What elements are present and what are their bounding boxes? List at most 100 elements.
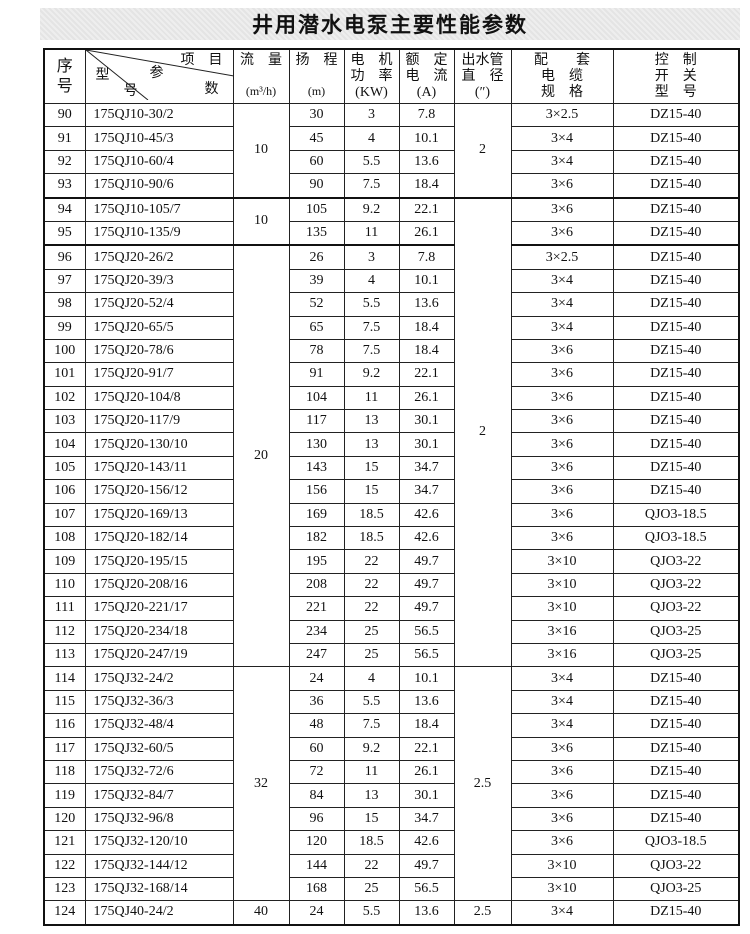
current-cell: 13.6: [398, 149, 455, 175]
cable-cell: 3×6: [510, 736, 614, 761]
switch-cell: QJO3-22: [612, 596, 740, 621]
power-cell: 7.5: [343, 173, 400, 199]
header-pipe: 出水管 直 径 (″): [453, 48, 512, 104]
cable-cell: 3×10: [510, 596, 614, 621]
head-cell: 105: [288, 196, 345, 222]
seq-cell: 96: [43, 244, 86, 270]
switch-cell: QJO3-25: [612, 642, 740, 668]
switch-cell: DZ15-40: [612, 666, 740, 691]
current-cell: 30.1: [398, 409, 455, 434]
table-row: 98 175QJ20-52/4 52 5.5 13.6 3×4 DZ15-40: [43, 292, 740, 317]
model-cell: 175QJ20-247/19: [84, 642, 234, 668]
power-cell: 7.5: [343, 338, 400, 364]
table-row: 90 175QJ10-30/2 10 30 3 7.8 2 3×2.5 DZ15-40: [43, 102, 740, 199]
table-row: 114 175QJ32-24/2 32 24 4 10.1 2.5 3×4 DZ15-40: [43, 666, 740, 902]
table-row: 124 175QJ40-24/2 40 24 5.5 13.6 2.5 3×4 DZ15-40: [43, 900, 740, 926]
current-cell: 49.7: [398, 549, 455, 574]
model-cell: 175QJ20-78/6: [84, 338, 234, 364]
head-cell: 90: [288, 173, 345, 199]
table-row: 94 175QJ10-105/7 10 105 9.2 22.1 2 3×6 DZ15-40: [43, 196, 740, 668]
head-cell: 156: [288, 479, 345, 504]
cable-cell: 3×10: [510, 549, 614, 574]
switch-cell: DZ15-40: [612, 806, 740, 832]
header-cable: 配 套 电 缆 规 格: [510, 48, 614, 104]
table-row: 100 175QJ20-78/6 78 7.5 18.4 3×6 DZ15-40: [43, 338, 740, 364]
cable-cell: 3×6: [510, 806, 614, 832]
switch-cell: DZ15-40: [612, 244, 740, 270]
switch-cell: DZ15-40: [612, 126, 740, 151]
table-row: 112 175QJ20-234/18 234 25 56.5 3×16 QJO3-25: [43, 619, 740, 644]
seq-cell: 105: [43, 455, 86, 481]
head-cell: 195: [288, 549, 345, 574]
cable-cell: 3×2.5: [510, 244, 614, 270]
table-row: 109 175QJ20-195/15 195 22 49.7 3×10 QJO3-22: [43, 549, 740, 574]
cable-cell: 3×6: [510, 220, 614, 246]
cable-cell: 3×16: [510, 642, 614, 668]
cable-cell: 3×6: [510, 196, 614, 222]
model-cell: 175QJ20-26/2: [84, 244, 234, 270]
header-head-label: 扬 程: [295, 53, 338, 68]
current-cell: 10.1: [398, 126, 455, 151]
table-row: 111 175QJ20-221/17 221 22 49.7 3×10 QJO3-22: [43, 596, 740, 621]
current-cell: 7.8: [398, 244, 455, 270]
table-row: 110 175QJ20-208/16 208 22 49.7 3×10 QJO3-22: [43, 572, 740, 598]
head-cell: 78: [288, 338, 345, 364]
table-row: 120 175QJ32-96/8 96 15 34.7 3×6 DZ15-40: [43, 806, 740, 832]
seq-cell: 99: [43, 315, 86, 340]
model-cell: 175QJ20-221/17: [84, 596, 234, 621]
model-cell: 175QJ32-48/4: [84, 713, 234, 738]
cable-cell: 3×6: [510, 338, 614, 364]
cable-cell: 3×10: [510, 876, 614, 902]
model-cell: 175QJ32-120/10: [84, 830, 234, 855]
current-cell: 13.6: [398, 900, 455, 926]
cable-cell: 3×4: [510, 149, 614, 175]
head-cell: 130: [288, 432, 345, 457]
table-row: 103 175QJ20-117/9 117 13 30.1 3×6 DZ15-40: [43, 409, 740, 434]
cable-cell: 3×6: [510, 783, 614, 808]
power-cell: 5.5: [343, 149, 400, 175]
head-cell: 60: [288, 736, 345, 761]
seq-cell: 106: [43, 479, 86, 504]
power-cell: 4: [343, 126, 400, 151]
switch-cell: DZ15-40: [612, 362, 740, 387]
seq-cell: 110: [43, 572, 86, 598]
current-cell: 26.1: [398, 220, 455, 246]
page-title: 井用潜水电泵主要性能参数: [252, 13, 528, 37]
switch-cell: DZ15-40: [612, 900, 740, 926]
head-cell: 45: [288, 126, 345, 151]
switch-cell: DZ15-40: [612, 713, 740, 738]
head-cell: 135: [288, 220, 345, 246]
current-cell: 18.4: [398, 315, 455, 340]
seq-cell: 94: [43, 196, 86, 222]
model-cell: 175QJ32-72/6: [84, 759, 234, 785]
current-cell: 34.7: [398, 806, 455, 832]
seq-cell: 92: [43, 149, 86, 175]
power-cell: 13: [343, 409, 400, 434]
current-cell: 49.7: [398, 572, 455, 598]
table-row: 106 175QJ20-156/12 156 15 34.7 3×6 DZ15-40: [43, 479, 740, 504]
switch-cell: QJO3-18.5: [612, 526, 740, 551]
power-cell: 11: [343, 385, 400, 411]
switch-cell: DZ15-40: [612, 455, 740, 481]
seq-cell: 116: [43, 713, 86, 738]
head-cell: 120: [288, 830, 345, 855]
diagonal-lines: [85, 50, 234, 100]
header-item-label: 项 目: [180, 53, 223, 68]
model-cell: 175QJ20-156/12: [84, 479, 234, 504]
table-row: 95 175QJ10-135/9 135 11 26.1 3×6 DZ15-40: [43, 220, 740, 246]
cable-cell: 3×6: [510, 455, 614, 481]
header-param-label: 参: [149, 66, 164, 81]
header-flow: 流 量 (m³/h): [232, 48, 290, 104]
seq-cell: 112: [43, 619, 86, 644]
header-switch: 控 制 开 关 型 号: [612, 48, 740, 104]
model-cell: 175QJ32-144/12: [84, 853, 234, 878]
head-cell: 30: [288, 102, 345, 128]
model-cell: 175QJ20-39/3: [84, 268, 234, 294]
table-row: 107 175QJ20-169/13 169 18.5 42.6 3×6 QJO3-18.5: [43, 502, 740, 528]
pump-performance-table: 序 号 项 目 参 型 号 数 流 量 (m³/h) 扬 程 (m) 电 机 功: [43, 48, 740, 926]
model-cell: 175QJ20-169/13: [84, 502, 234, 528]
power-cell: 5.5: [343, 900, 400, 926]
model-cell: 175QJ10-105/7: [84, 196, 234, 222]
head-cell: 104: [288, 385, 345, 411]
model-cell: 175QJ10-90/6: [84, 173, 234, 199]
